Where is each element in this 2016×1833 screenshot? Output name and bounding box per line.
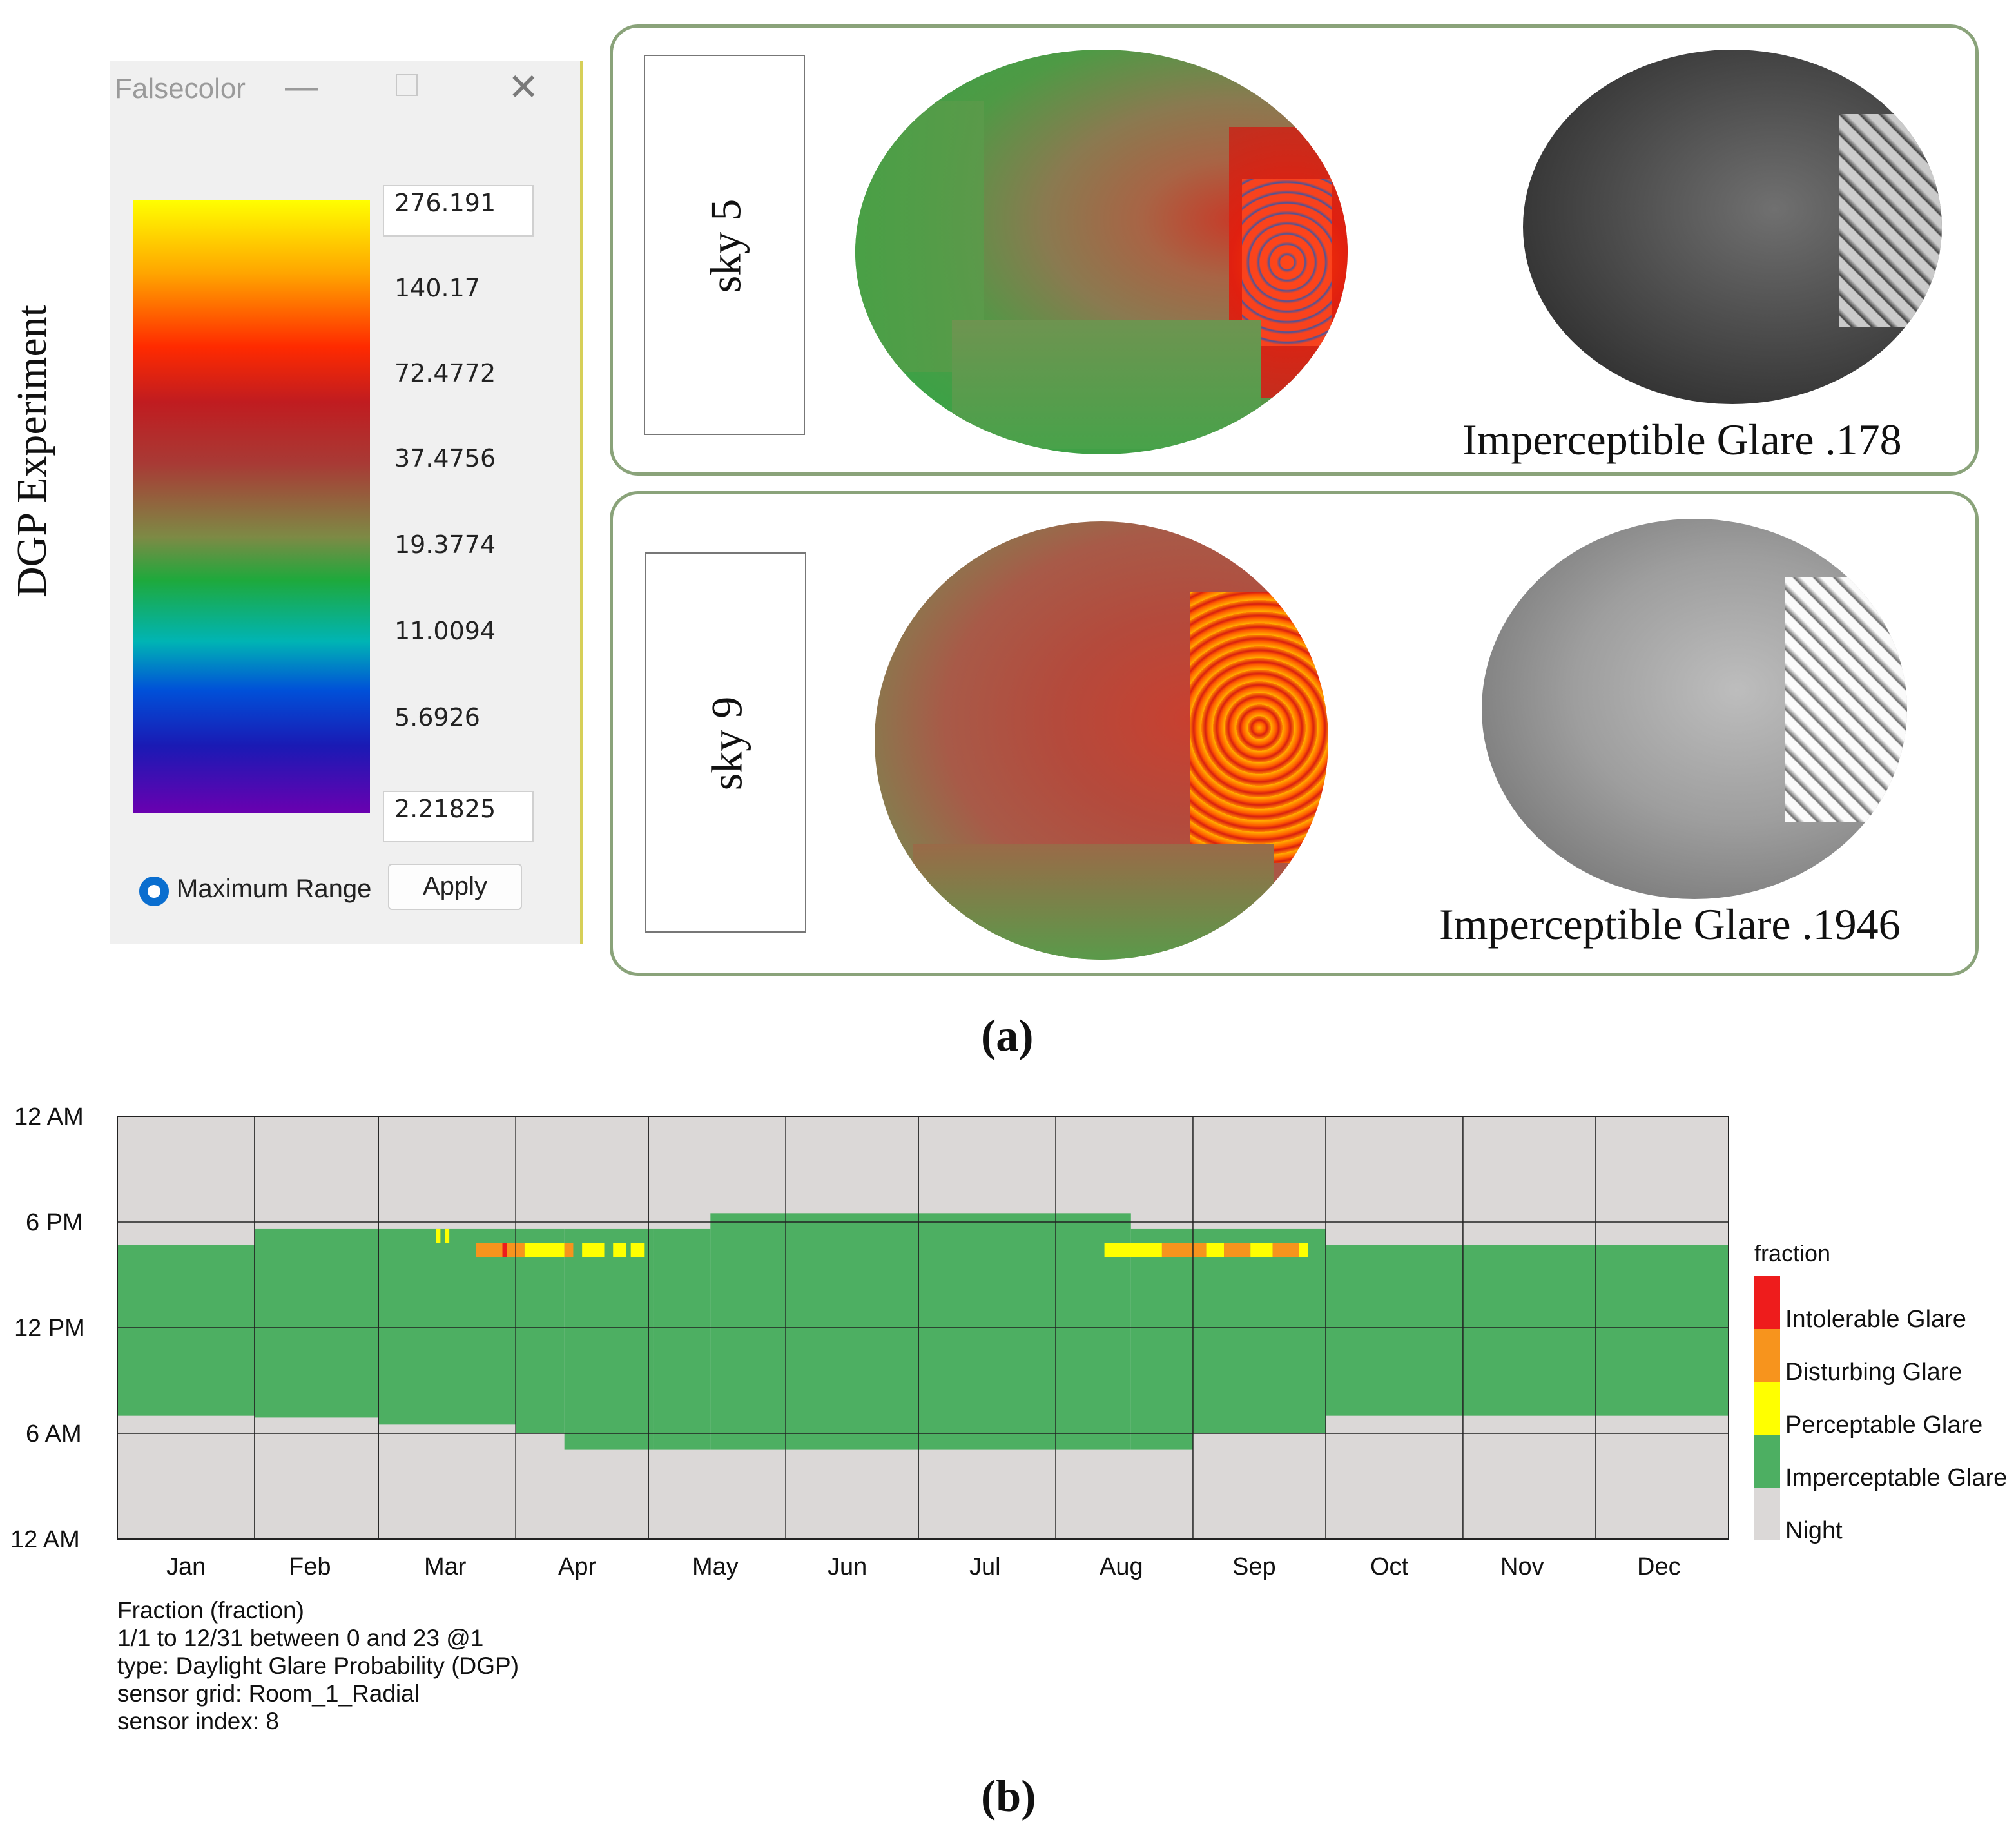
legend-label: Imperceptable Glare — [1785, 1464, 2008, 1491]
disturbing-glare-cell — [1161, 1243, 1207, 1257]
falsecolor-title: Falsecolor — [115, 73, 246, 104]
max-value-input[interactable]: 276.191 — [383, 185, 534, 237]
maximum-range-radio[interactable] — [139, 877, 169, 906]
imperceptible-glare-cell — [378, 1228, 516, 1425]
perceptible-glare-cell — [1299, 1243, 1308, 1257]
info-line: sensor grid: Room_1_Radial — [117, 1680, 420, 1707]
x-tick-label: Nov — [1500, 1553, 1544, 1580]
legend-label: Disturbing Glare — [1785, 1359, 1963, 1386]
apply-button[interactable]: Apply — [388, 864, 522, 910]
y-tick-label: 12 PM — [14, 1315, 85, 1342]
x-tick-label: Dec — [1637, 1553, 1681, 1580]
sky-label-box: sky 9 — [645, 552, 806, 933]
perceptible-glare-cell — [445, 1228, 450, 1243]
perceptible-glare-cell — [582, 1243, 605, 1257]
x-tick-label: Jan — [166, 1553, 206, 1580]
perceptible-glare-cell — [524, 1243, 565, 1257]
falsecolor-titlebar[interactable]: Falsecolor — ✕ — [110, 61, 580, 119]
x-tick-label: Feb — [289, 1553, 331, 1580]
info-line: 1/1 to 12/31 between 0 and 23 @1 — [117, 1625, 484, 1651]
perceptible-glare-cell — [436, 1228, 441, 1243]
imperceptible-glare-cell — [564, 1228, 654, 1450]
x-tick-label: May — [692, 1553, 739, 1580]
legend-swatch-perceptible — [1754, 1382, 1780, 1435]
x-tick-label: Jun — [828, 1553, 867, 1580]
y-tick-label: 12 AM — [10, 1526, 80, 1553]
scale-label: 5.6926 — [394, 703, 480, 732]
legend-label: Perceptable Glare — [1785, 1411, 1983, 1439]
imperceptible-glare-cell — [516, 1228, 565, 1433]
minimize-icon[interactable]: — — [285, 68, 318, 106]
x-tick-label: Jul — [969, 1553, 1001, 1580]
y-tick-label: 6 PM — [26, 1209, 83, 1236]
legend-label: Intolerable Glare — [1785, 1306, 1966, 1333]
perceptible-glare-cell — [613, 1243, 626, 1257]
info-line: Fraction (fraction) — [117, 1597, 304, 1624]
sky-label: sky 5 — [701, 199, 750, 293]
legend-title: fraction — [1754, 1240, 1831, 1266]
dgp-experiment-title: DGP Experiment — [8, 305, 55, 597]
x-tick-label: Sep — [1232, 1553, 1276, 1580]
caption-b: (b) — [981, 1772, 1036, 1821]
glare-result-label: Imperceptible Glare .1946 — [1439, 900, 1901, 949]
scale-label: 37.4756 — [394, 444, 496, 472]
imperceptible-glare-cell — [1130, 1228, 1193, 1450]
legend-swatch-night — [1754, 1488, 1780, 1540]
legend-swatch-disturbing — [1754, 1329, 1780, 1382]
scale-label: 19.3774 — [394, 530, 496, 559]
maximum-range-label: Maximum Range — [177, 875, 372, 903]
sky5-panel: sky 5 Imperceptible Glare .178 — [610, 24, 1979, 476]
falsecolor-window: Falsecolor — ✕ 276.191 140.17 72.4772 37… — [110, 61, 583, 944]
glare-result-label: Imperceptible Glare .178 — [1462, 415, 1902, 464]
perceptible-glare-cell — [1250, 1243, 1273, 1257]
perceptible-glare-cell — [1104, 1243, 1162, 1257]
falsecolor-fisheye-image — [875, 521, 1328, 960]
imperceptible-glare-cell — [653, 1228, 711, 1450]
imperceptible-glare-cell — [1192, 1228, 1326, 1433]
x-tick-label: Mar — [424, 1553, 467, 1580]
perceptible-glare-cell — [630, 1243, 645, 1257]
legend-swatch-intolerable — [1754, 1276, 1780, 1329]
intolerable-glare-cell — [502, 1243, 507, 1257]
x-tick-label: Apr — [558, 1553, 597, 1580]
sky-label-box: sky 5 — [644, 55, 805, 435]
imperceptible-glare-cell — [710, 1213, 1131, 1450]
info-line: type: Daylight Glare Probability (DGP) — [117, 1653, 519, 1679]
disturbing-glare-cell — [476, 1243, 525, 1257]
x-tick-label: Aug — [1100, 1553, 1143, 1580]
x-tick-label: Oct — [1370, 1553, 1409, 1580]
close-icon[interactable]: ✕ — [508, 66, 539, 108]
luminance-fisheye-image — [1482, 519, 1907, 899]
y-tick-label: 6 AM — [26, 1421, 82, 1448]
scale-label: 11.0094 — [394, 617, 496, 645]
falsecolor-fisheye-image — [855, 50, 1348, 454]
scale-label: 72.4772 — [394, 359, 496, 387]
imperceptible-glare-cell — [254, 1228, 379, 1418]
disturbing-glare-cell — [1224, 1243, 1251, 1257]
color-scale-bar — [133, 200, 370, 813]
caption-a: (a) — [981, 1011, 1034, 1061]
disturbing-glare-cell — [1272, 1243, 1299, 1257]
disturbing-glare-cell — [564, 1243, 574, 1257]
glare-heatmap-chart — [117, 1116, 1729, 1540]
y-tick-label: 12 AM — [14, 1103, 84, 1130]
sky-label: sky 9 — [702, 696, 751, 791]
min-value-input[interactable]: 2.21825 — [383, 791, 534, 842]
legend-label: Night — [1785, 1517, 1843, 1544]
perceptible-glare-cell — [1206, 1243, 1225, 1257]
luminance-fisheye-image — [1523, 50, 1942, 404]
scale-label: 140.17 — [394, 274, 480, 302]
imperceptible-glare-cell — [1326, 1245, 1463, 1416]
legend-swatch-imperceptible — [1754, 1435, 1780, 1488]
maximize-icon[interactable] — [396, 74, 418, 96]
sky9-panel: sky 9 Imperceptible Glare .1946 — [610, 491, 1979, 976]
info-line: sensor index: 8 — [117, 1708, 279, 1734]
imperceptible-glare-cell — [117, 1245, 255, 1416]
plot-frame — [117, 1116, 1729, 1540]
